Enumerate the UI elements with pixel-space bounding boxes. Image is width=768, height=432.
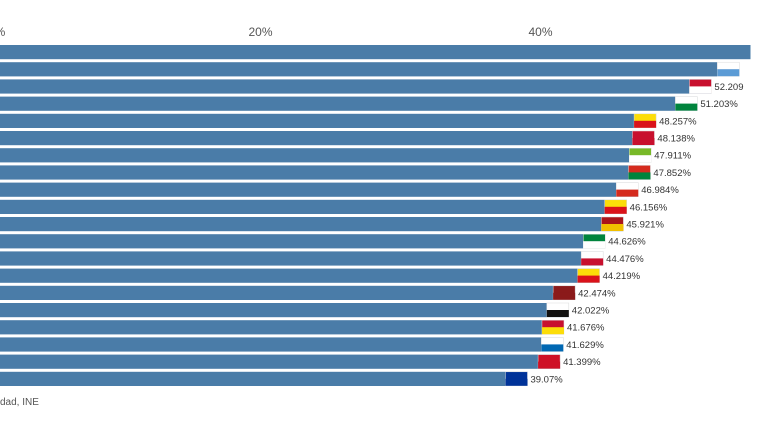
flag-region-3 [689, 79, 712, 94]
bar-region-13 [0, 251, 604, 266]
value-label-region-13: 44.476% [606, 254, 644, 265]
flag-region-14 [577, 268, 600, 283]
flags [505, 61, 740, 387]
value-label-region-9: 46.984% [641, 185, 679, 196]
bar-region-20 [0, 371, 528, 386]
flag-region-18 [541, 337, 564, 352]
value-label-region-11: 45.921% [626, 220, 664, 231]
flag-region-7 [629, 147, 652, 163]
bar-region-9 [0, 182, 639, 197]
flag-region-11 [601, 216, 624, 232]
value-label-region-4: 51.203% [700, 99, 738, 110]
value-label-region-16: 42.022% [572, 306, 610, 317]
bar-region-6 [0, 131, 655, 146]
flag-region-10 [604, 199, 627, 215]
flag-region-4 [675, 96, 698, 111]
flag-region-12 [583, 233, 606, 249]
bar-region-8 [0, 165, 651, 180]
tick-label-20: 20% [248, 25, 272, 39]
value-label-region-20: 39.07% [530, 374, 563, 385]
x-axis-ticks: % 20% 40% [0, 25, 553, 39]
bar-region-18 [0, 337, 564, 352]
bar-region-15 [0, 285, 576, 300]
bar-region-4 [0, 96, 698, 111]
value-label-region-6: 48.138% [657, 134, 695, 145]
tick-label-40: 40% [528, 25, 552, 39]
bar-region-17 [0, 320, 564, 335]
bar-region-11 [0, 217, 624, 232]
value-label-region-3: 52.209 [714, 82, 743, 93]
bar-region-16 [0, 303, 569, 318]
flag-region-8 [628, 165, 651, 180]
value-label-region-12: 44.626% [608, 237, 646, 248]
flag-region-15 [552, 285, 576, 301]
flag-region-6 [632, 130, 655, 146]
flag-region-2 [717, 61, 740, 77]
bar-region-1 [0, 45, 751, 60]
flag-region-5 [633, 113, 657, 129]
bar-region-10 [0, 199, 627, 214]
flag-region-16 [546, 302, 570, 318]
flag-region-19 [537, 354, 561, 369]
bar-region-3 [0, 79, 712, 94]
bar-region-2 [0, 62, 740, 77]
bars [0, 45, 751, 386]
value-label-region-17: 41.676% [567, 323, 605, 334]
flag-region-9 [616, 182, 639, 197]
flag-region-13 [580, 251, 604, 266]
flag-region-17 [541, 319, 565, 335]
bar-region-12 [0, 234, 606, 249]
value-label-region-18: 41.629% [566, 340, 604, 351]
flag-region-20 [505, 371, 528, 387]
bar-region-5 [0, 113, 657, 128]
value-label-region-19: 41.399% [563, 357, 601, 368]
value-label-region-5: 48.257% [659, 116, 697, 127]
value-label-region-8: 47.852% [653, 168, 691, 179]
bar-region-7 [0, 148, 652, 163]
bar-region-14 [0, 268, 600, 283]
value-label-region-7: 47.911% [654, 151, 691, 162]
value-labels: 52.209 51.203%48.257% 48.138% 47.911% 47.852… [530, 82, 743, 385]
value-label-region-10: 46.156% [630, 202, 668, 213]
source-note: dad, INE [0, 397, 39, 408]
value-label-region-14: 44.219% [603, 271, 641, 282]
value-label-region-15: 42.474% [578, 288, 616, 299]
tick-label-0: % [0, 25, 6, 39]
bar-region-19 [0, 354, 561, 369]
